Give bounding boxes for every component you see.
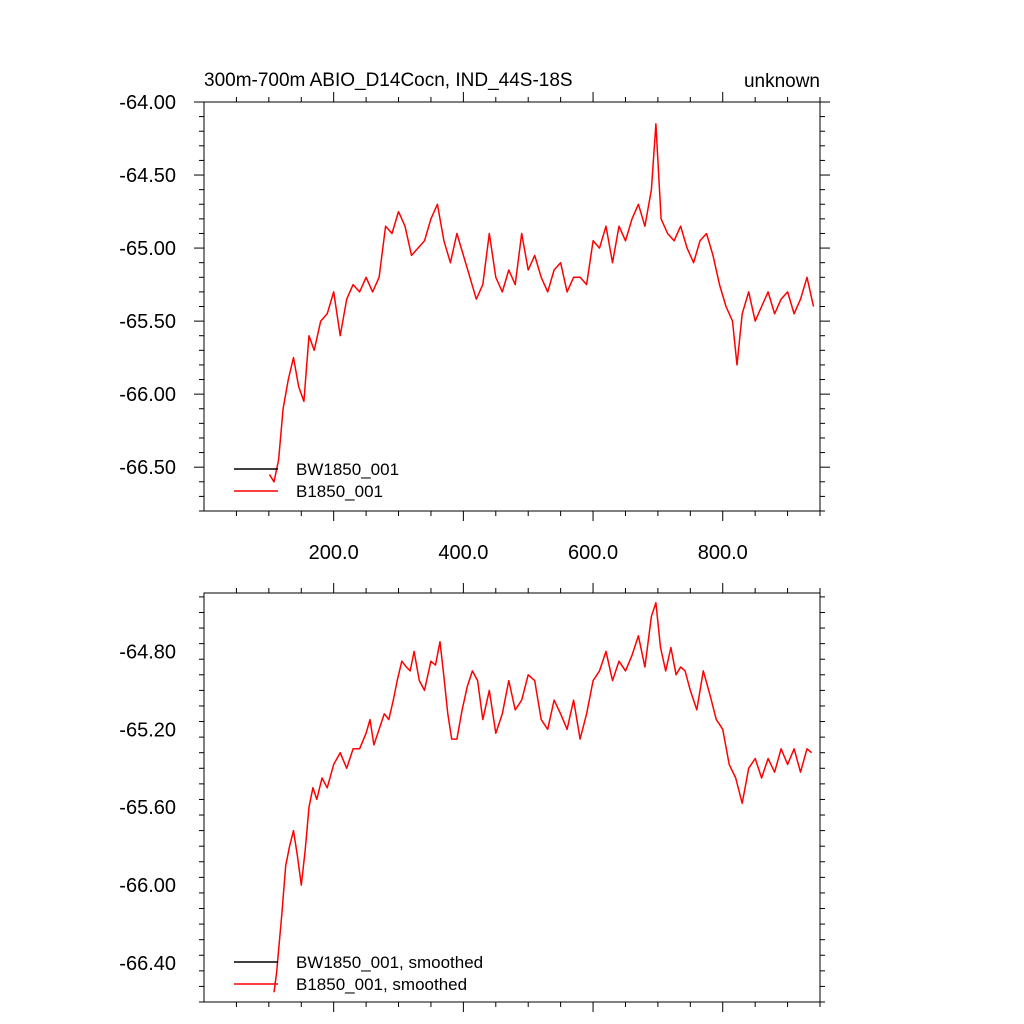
x-tick-label: 800.0 xyxy=(698,542,748,564)
y-tick-labels: -64.80 -65.20 -65.60 -66.00 -66.40 xyxy=(119,641,176,975)
legend-label-b1850: B1850_001 xyxy=(296,482,383,501)
x-tick-labels: 200.0 400.0 600.0 800.0 xyxy=(309,542,748,564)
bottom-panel: -64.80 -65.20 -65.60 -66.00 -66.40 BW1850_00… xyxy=(119,583,825,1012)
y-tick-label: -65.00 xyxy=(119,238,176,260)
y-tick-label: -65.20 xyxy=(119,719,176,741)
series-layer xyxy=(268,123,815,483)
y-tick-label: -66.50 xyxy=(119,457,176,479)
legend: BW1850_001, smoothed B1850_001, smoothed xyxy=(234,953,483,994)
y-tick-label: -64.00 xyxy=(119,92,176,114)
top-panel: 300m-700m ABIO_D14Cocn, IND_44S-18S unkn… xyxy=(119,70,830,564)
axis-ticks xyxy=(199,583,825,1012)
series-layer xyxy=(273,601,813,993)
y-tick-labels: -64.00 -64.50 -65.00 -65.50 -66.00 -66.50 xyxy=(119,92,176,479)
plot-frame xyxy=(203,592,821,1003)
legend: BW1850_001 B1850_001 xyxy=(234,460,399,501)
y-tick-label: -65.60 xyxy=(119,797,176,819)
x-tick-label: 600.0 xyxy=(568,542,618,564)
chart-title-right: unknown xyxy=(744,71,820,92)
axis-ticks xyxy=(194,92,830,521)
y-tick-label: -65.50 xyxy=(119,311,176,333)
x-tick-label: 200.0 xyxy=(309,542,359,564)
series-line-b1850-001-smoothed xyxy=(273,601,813,993)
x-tick-label: 400.0 xyxy=(438,542,488,564)
legend-label-b1850-smoothed: B1850_001, smoothed xyxy=(296,975,467,994)
y-tick-label: -66.40 xyxy=(119,953,176,975)
legend-label-bw1850-smoothed: BW1850_001, smoothed xyxy=(296,953,483,972)
plot-frame xyxy=(203,101,821,512)
chart-title: 300m-700m ABIO_D14Cocn, IND_44S-18S xyxy=(204,70,573,91)
y-tick-label: -64.50 xyxy=(119,165,176,187)
y-tick-label: -64.80 xyxy=(119,641,176,663)
legend-label-bw1850: BW1850_001 xyxy=(296,460,399,479)
series-line-b1850-001 xyxy=(268,123,815,483)
y-tick-label: -66.00 xyxy=(119,875,176,897)
y-tick-label: -66.00 xyxy=(119,384,176,406)
